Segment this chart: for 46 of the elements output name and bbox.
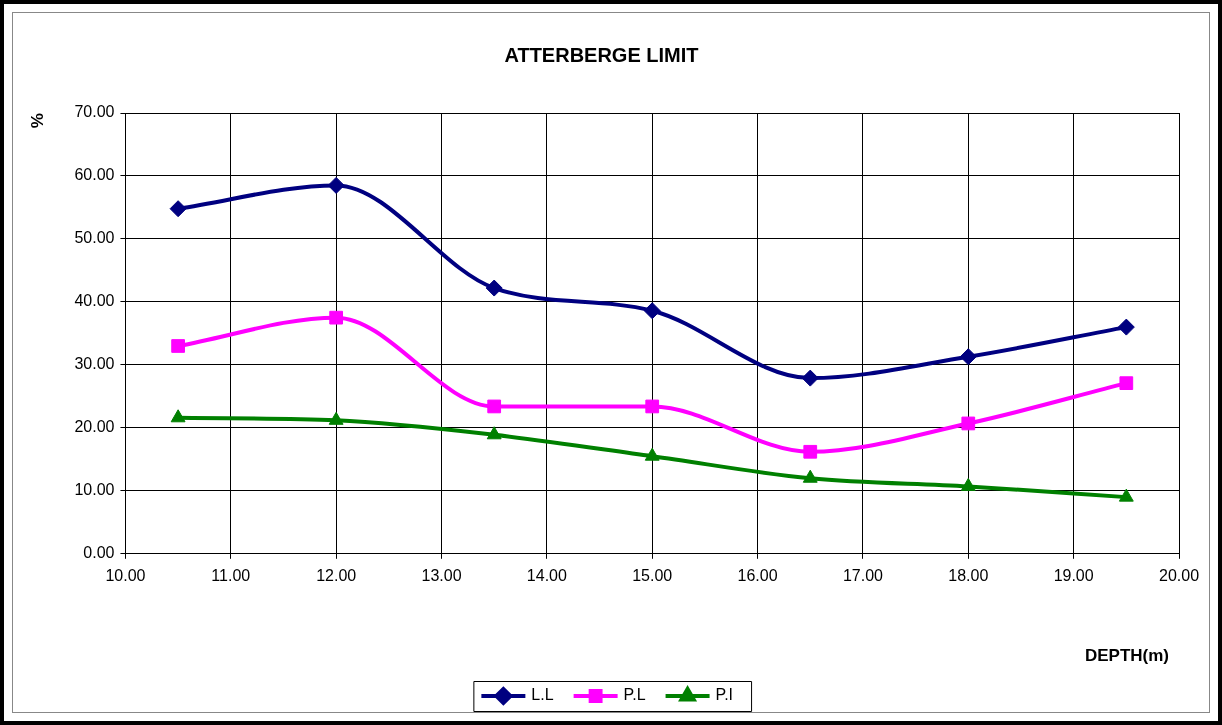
point <box>801 369 819 387</box>
point <box>485 279 503 297</box>
point <box>487 399 502 414</box>
point <box>327 176 345 194</box>
point <box>1117 318 1135 336</box>
y-axis-title: % <box>27 113 47 129</box>
x-tick-label: 12.00 <box>316 566 357 584</box>
x-tick-label: 19.00 <box>1053 566 1094 584</box>
y-tick-label: 0.00 <box>83 544 115 562</box>
x-tick-label: 18.00 <box>948 566 989 584</box>
point <box>171 339 185 353</box>
x-tick-label: 16.00 <box>737 566 778 584</box>
legend-label: P.L <box>623 686 646 704</box>
point <box>1118 488 1134 502</box>
y-tick-label: 60.00 <box>74 166 115 184</box>
x-tick-label: 10.00 <box>105 566 146 584</box>
point <box>644 447 660 461</box>
point <box>961 416 976 431</box>
point <box>960 477 976 491</box>
x-tick-label: 17.00 <box>842 566 884 584</box>
point <box>169 200 187 218</box>
x-tick-label: 13.00 <box>421 566 462 584</box>
y-tick-label: 10.00 <box>74 481 115 499</box>
chart-title: ATTERBERGE LIMIT <box>504 43 699 66</box>
y-tick-label: 20.00 <box>74 418 115 436</box>
legend-label: P.I <box>715 686 734 704</box>
x-tick-label: 14.00 <box>526 566 567 584</box>
point <box>803 444 818 459</box>
y-tick-label: 30.00 <box>74 355 115 373</box>
legend-label: L.L <box>531 686 554 704</box>
y-tick-label: 70.00 <box>74 103 115 121</box>
point <box>643 302 661 320</box>
point <box>486 426 502 440</box>
x-axis-title: DEPTH(m) <box>1084 646 1169 666</box>
point <box>328 411 344 425</box>
x-tick-label: 11.00 <box>211 566 251 584</box>
y-tick-label: 50.00 <box>74 229 115 247</box>
x-tick-label: 15.00 <box>632 566 673 584</box>
point <box>329 310 344 325</box>
point <box>802 469 818 483</box>
y-tick-label: 40.00 <box>74 292 115 310</box>
point <box>170 409 186 423</box>
point <box>959 348 977 366</box>
point <box>1119 376 1134 391</box>
point <box>645 399 660 414</box>
x-tick-label: 20.00 <box>1158 566 1200 584</box>
